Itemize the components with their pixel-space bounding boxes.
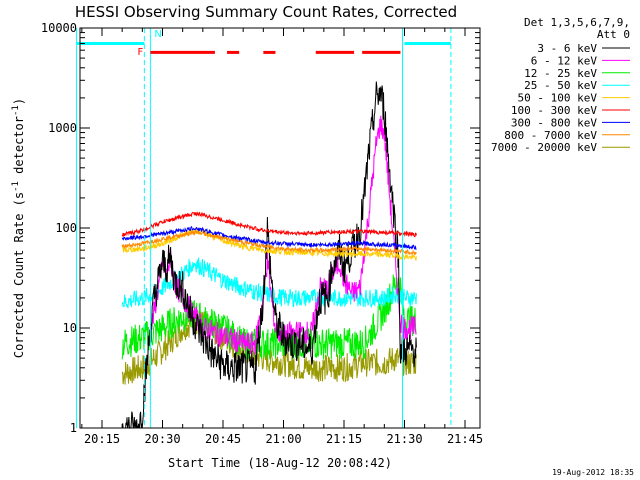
timestamp: 19-Aug-2012 18:35 bbox=[552, 468, 634, 477]
y-axis-label-part: detector bbox=[12, 116, 26, 181]
tick-layer: 20:15 20:30 20:45 21:00 21:15 21:30 21:45 1 10 10… bbox=[41, 21, 483, 446]
legend-label: 12 - 25 keV bbox=[524, 67, 597, 80]
y-tick-label: 1000 bbox=[48, 121, 77, 135]
series-line-7000-20000-kev bbox=[121, 309, 417, 385]
series-line-300-800-kev bbox=[121, 225, 417, 251]
series-layer bbox=[121, 81, 417, 429]
y-tick-label: 1 bbox=[70, 421, 77, 435]
series-line-6-12-kev bbox=[150, 115, 417, 355]
y-axis-label-part: Corrected Count Rate (s bbox=[12, 192, 26, 358]
legend-label: 800 - 7000 keV bbox=[504, 129, 597, 142]
y-axis-label-sup: -1 bbox=[11, 105, 21, 116]
marker-layer: FN bbox=[76, 28, 452, 428]
series-line-25-50-kev bbox=[121, 257, 417, 309]
legend-header-line-1: Det 1,3,5,6,7,9, bbox=[524, 16, 630, 29]
series-line-50-100-kev bbox=[121, 227, 417, 261]
legend-label: 300 - 800 keV bbox=[511, 116, 597, 129]
legend-label: 100 - 300 keV bbox=[511, 104, 597, 117]
x-tick-label: 20:15 bbox=[84, 432, 120, 446]
marker-label-n: N bbox=[154, 29, 161, 40]
x-tick-label: 21:30 bbox=[386, 432, 422, 446]
series-line-100-300-kev bbox=[121, 211, 417, 238]
legend-label: 6 - 12 keV bbox=[531, 54, 598, 67]
series-line-12-25-kev bbox=[121, 274, 417, 360]
y-axis-label-part: ) bbox=[12, 98, 26, 105]
legend-header-line-2: Att 0 bbox=[597, 28, 630, 41]
series-line-800-7000-kev bbox=[121, 229, 417, 256]
legend-label: 50 - 100 keV bbox=[518, 92, 598, 105]
x-tick-label: 21:45 bbox=[447, 432, 483, 446]
y-axis-label-sup: -1 bbox=[11, 181, 21, 192]
y-tick-label: 10000 bbox=[41, 21, 77, 35]
x-tick-label: 21:15 bbox=[326, 432, 362, 446]
x-tick-label: 20:45 bbox=[205, 432, 241, 446]
x-axis-label: Start Time (18-Aug-12 20:08:42) bbox=[168, 456, 392, 470]
x-tick-label: 21:00 bbox=[265, 432, 301, 446]
marker-label-f: F bbox=[137, 47, 143, 58]
y-tick-label: 10 bbox=[63, 321, 77, 335]
x-tick-label: 20:30 bbox=[144, 432, 180, 446]
legend-label: 3 - 6 keV bbox=[537, 42, 597, 55]
legend-label: 7000 - 20000 keV bbox=[491, 141, 597, 154]
chart-title: HESSI Observing Summary Count Rates, Cor… bbox=[75, 3, 457, 21]
y-tick-label: 100 bbox=[55, 221, 77, 235]
y-axis-label: Corrected Count Rate (s-1 detector-1) bbox=[11, 98, 26, 358]
legend-label: 25 - 50 keV bbox=[524, 79, 597, 92]
